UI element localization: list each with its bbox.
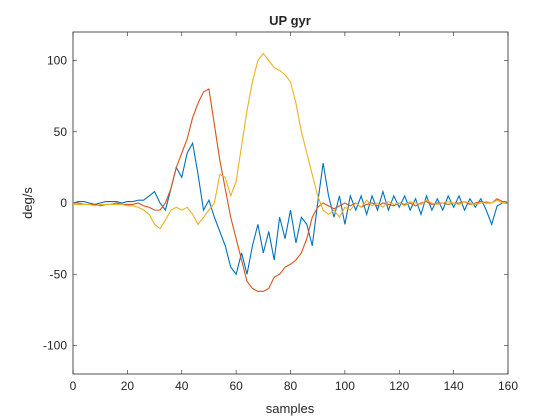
x-axis-label: samples [266, 401, 315, 416]
x-tick-label: 100 [335, 379, 355, 393]
y-axis-label: deg/s [20, 187, 35, 219]
x-tick-label: 80 [284, 379, 298, 393]
y-tick-label: -50 [50, 267, 68, 281]
x-tick-label: 40 [175, 379, 189, 393]
x-tick-label: 120 [389, 379, 409, 393]
series-line [73, 52, 509, 230]
x-tick-label: 0 [70, 379, 77, 393]
y-tick-label: -100 [43, 339, 67, 353]
series-line [72, 141, 508, 276]
x-tick-label: 140 [444, 379, 464, 393]
y-tick-label: 0 [60, 196, 67, 210]
chart-title: UP gyr [269, 13, 311, 28]
x-tick-label: 60 [229, 379, 243, 393]
y-tick-label: 100 [47, 54, 67, 68]
x-tick-label: 20 [121, 379, 135, 393]
y-tick-label: 50 [54, 125, 68, 139]
x-tick-label: 160 [498, 379, 518, 393]
